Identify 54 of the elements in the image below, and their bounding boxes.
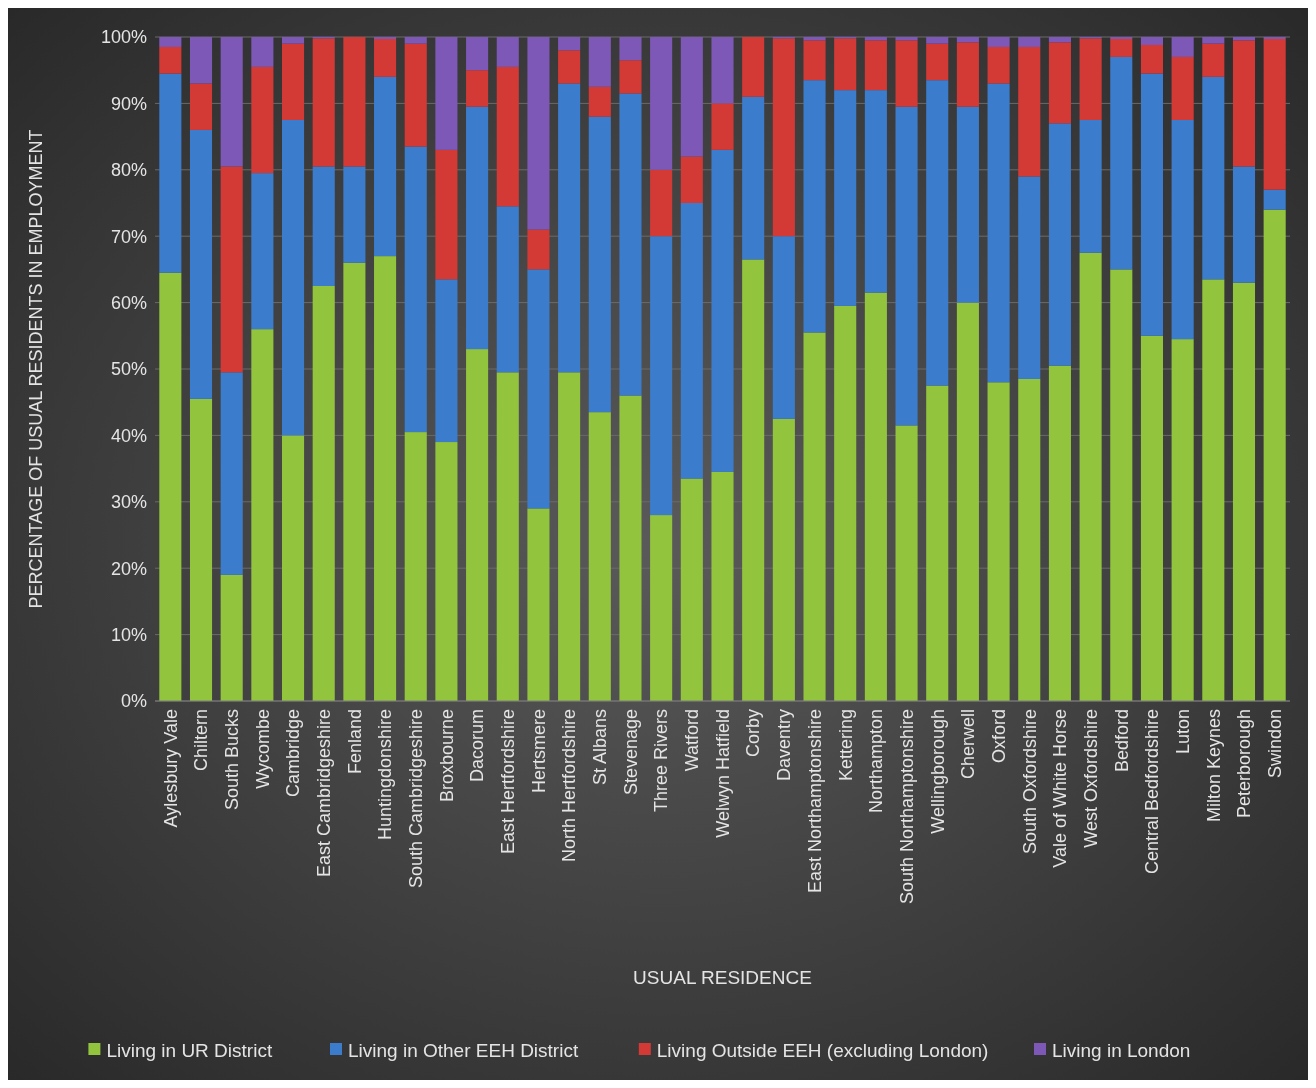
- x-tick-label: South Northamptonshire: [896, 709, 917, 905]
- x-tick-label: Huntingdonshire: [375, 709, 396, 841]
- legend-label: Living in London: [1052, 1039, 1191, 1061]
- x-tick-label: North Hertfordshire: [559, 709, 580, 863]
- x-tick-label: Kettering: [835, 709, 856, 782]
- x-tick-label: Chiltern: [191, 709, 212, 772]
- x-tick-label: Cherwell: [958, 709, 979, 780]
- x-tick-label: West Oxfordshire: [1080, 709, 1101, 848]
- x-tick-label: Dacorum: [467, 709, 488, 783]
- y-tick-label: 100%: [100, 27, 147, 48]
- x-tick-label: Oxford: [988, 709, 1009, 764]
- y-tick-label: 90%: [110, 93, 147, 114]
- x-axis-title: USUAL RESIDENCE: [633, 967, 812, 988]
- x-tick-label: South Oxfordshire: [1019, 709, 1040, 855]
- y-tick-label: 0%: [120, 691, 147, 712]
- y-tick-label: 30%: [110, 492, 147, 513]
- x-tick-label: Aylesbury Vale: [160, 709, 181, 828]
- x-tick-label: South Bucks: [221, 709, 242, 811]
- x-tick-label: Vale of White Horse: [1050, 709, 1071, 868]
- x-tick-label: St Albans: [590, 709, 611, 786]
- x-tick-label: Wycombe: [252, 709, 273, 789]
- y-tick-label: 20%: [110, 558, 147, 579]
- x-tick-label: Cambridge: [283, 709, 304, 798]
- x-tick-label: East Northamptonshire: [804, 709, 825, 894]
- x-tick-label: Welwyn Hatfield: [712, 709, 733, 838]
- x-tick-label: Peterborough: [1234, 709, 1255, 819]
- y-tick-label: 50%: [110, 359, 147, 380]
- y-axis-title: PERCENTAGE OF USUAL RESIDENTS IN EMPLOYMENT: [26, 129, 46, 609]
- y-tick-label: 10%: [110, 624, 147, 645]
- x-tick-label: Swindon: [1264, 709, 1285, 779]
- x-tick-label: Milton Keynes: [1203, 709, 1224, 823]
- x-tick-label: Daventry: [774, 709, 795, 782]
- y-tick-label: 70%: [110, 226, 147, 247]
- x-tick-label: Hertsmere: [528, 709, 549, 794]
- x-tick-label: Stevenage: [620, 709, 641, 796]
- y-tick-label: 60%: [110, 292, 147, 313]
- legend-label: Living in Other EEH District: [348, 1039, 579, 1061]
- x-tick-label: Watford: [682, 709, 703, 772]
- x-tick-label: Wellingborough: [927, 709, 948, 834]
- y-tick-label: 40%: [110, 425, 147, 446]
- legend-label: Living in UR District: [106, 1039, 273, 1061]
- x-tick-label: Central Bedfordshire: [1142, 709, 1163, 875]
- x-tick-label: East Cambridgeshire: [314, 709, 335, 878]
- x-tick-label: Northampton: [866, 709, 887, 814]
- x-tick-label: Fenland: [344, 709, 365, 775]
- y-tick-label: 80%: [110, 160, 147, 181]
- x-tick-label: Three Rivers: [651, 709, 672, 813]
- x-tick-label: Broxbourne: [436, 709, 457, 803]
- x-tick-label: South Cambridgeshire: [406, 709, 427, 889]
- x-tick-label: East Hertfordshire: [498, 709, 519, 855]
- x-tick-label: Bedford: [1111, 709, 1132, 773]
- legend-label: Living Outside EEH (excluding London): [656, 1039, 989, 1061]
- x-tick-label: Corby: [743, 709, 764, 758]
- x-tick-label: Luton: [1172, 709, 1193, 755]
